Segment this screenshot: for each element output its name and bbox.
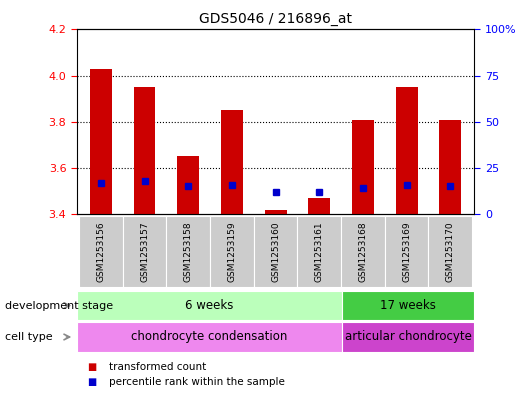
Title: GDS5046 / 216896_at: GDS5046 / 216896_at [199, 12, 352, 26]
Text: GSM1253169: GSM1253169 [402, 221, 411, 282]
Text: GSM1253168: GSM1253168 [358, 221, 367, 282]
Text: chondrocyte condensation: chondrocyte condensation [131, 331, 288, 343]
Bar [439, 119, 461, 214]
Bar [297, 216, 341, 287]
Bar [308, 198, 330, 214]
Text: ■: ■ [87, 377, 96, 387]
Text: percentile rank within the sample: percentile rank within the sample [109, 377, 285, 387]
Text: 17 weeks: 17 weeks [380, 299, 436, 312]
Bar [264, 209, 287, 214]
Text: GSM1253170: GSM1253170 [446, 221, 455, 282]
Bar [341, 216, 385, 287]
Bar [123, 216, 166, 287]
Bar [396, 87, 418, 214]
Text: cell type: cell type [5, 332, 53, 342]
Text: GSM1253161: GSM1253161 [315, 221, 324, 282]
Text: articular chondrocyte: articular chondrocyte [344, 331, 472, 343]
Text: GSM1253158: GSM1253158 [184, 221, 193, 282]
Bar [254, 216, 297, 287]
Bar [385, 216, 428, 287]
Text: transformed count: transformed count [109, 362, 206, 373]
Text: GSM1253157: GSM1253157 [140, 221, 149, 282]
Text: ■: ■ [87, 362, 96, 373]
Bar [221, 110, 243, 214]
Bar [178, 156, 199, 214]
Bar [342, 291, 474, 320]
Bar [77, 322, 342, 352]
Text: GSM1253160: GSM1253160 [271, 221, 280, 282]
Bar [428, 216, 472, 287]
Bar [166, 216, 210, 287]
Bar [210, 216, 254, 287]
Bar [342, 322, 474, 352]
Bar [90, 69, 112, 214]
Text: GSM1253156: GSM1253156 [96, 221, 105, 282]
Bar [134, 87, 155, 214]
Bar [77, 291, 342, 320]
Bar [352, 119, 374, 214]
Text: GSM1253159: GSM1253159 [227, 221, 236, 282]
Bar [79, 216, 123, 287]
Text: 6 weeks: 6 weeks [185, 299, 234, 312]
Text: development stage: development stage [5, 301, 113, 310]
